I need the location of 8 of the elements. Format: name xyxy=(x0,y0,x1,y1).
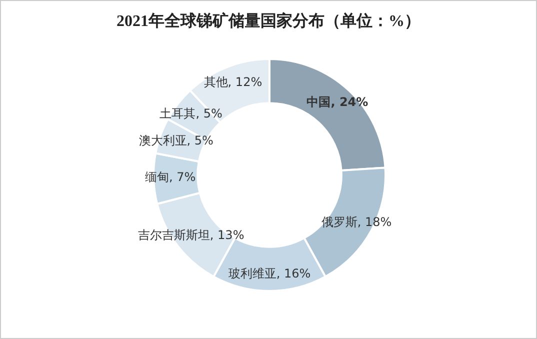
slice-label: 土耳其, 5% xyxy=(160,106,222,120)
slice-label: 澳大利亚, 5% xyxy=(138,134,214,148)
slice-label: 其他, 12% xyxy=(204,74,262,89)
slice-label: 俄罗斯, 18% xyxy=(321,214,392,229)
slice-label: 玻利维亚, 16% xyxy=(228,266,311,280)
chart-title: 2021年全球锑矿储量国家分布（单位：%） xyxy=(116,11,422,32)
slice-label: 缅甸, 7% xyxy=(144,170,196,184)
slice-label: 吉尔吉斯斯坦, 13% xyxy=(138,228,244,242)
